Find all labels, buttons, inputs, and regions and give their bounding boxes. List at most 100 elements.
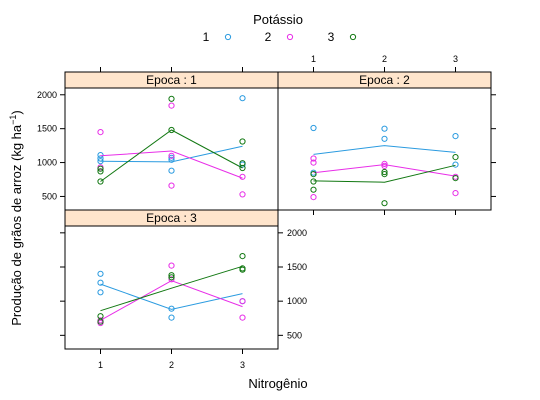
- panel-frame-2: [277, 87, 492, 211]
- point-series-1: [381, 125, 388, 132]
- point-series-2: [381, 160, 388, 167]
- point-series-3: [310, 186, 317, 193]
- x-tick-label-bottom: 1: [98, 360, 103, 370]
- point-series-3: [239, 164, 246, 172]
- y-axis-title: Produção de grãos de arroz (kg ha−1): [8, 110, 24, 326]
- point-series-1: [168, 314, 175, 321]
- point-series-3: [310, 178, 317, 185]
- strip-label-3: Epoca : 3: [146, 211, 197, 225]
- point-series-1: [97, 152, 104, 159]
- point-series-3: [381, 200, 388, 207]
- point-series-2: [168, 152, 175, 159]
- y-axis-title-main: Produção de grãos de arroz (kg ha: [9, 124, 24, 326]
- strip-label-1: Epoca : 1: [146, 73, 197, 87]
- line-series-1: [100, 283, 243, 310]
- line-series-2: [100, 150, 243, 179]
- strip-label-2: Epoca : 2: [359, 73, 410, 87]
- point-series-1: [310, 124, 317, 132]
- x-axis-title: Nitrogênio: [248, 376, 307, 391]
- point-series-3: [97, 165, 104, 172]
- point-series-2: [310, 194, 317, 201]
- point-series-2: [239, 298, 246, 305]
- legend: 1 2 3: [203, 30, 357, 44]
- point-series-2: [168, 262, 175, 269]
- point-series-3: [97, 178, 104, 185]
- y-axis-title-superscript: −1: [8, 115, 18, 125]
- y-tick-label-right: 1000: [287, 296, 307, 306]
- point-series-3: [97, 318, 104, 325]
- panel-1: Epoca : 1: [64, 71, 279, 211]
- point-series-1: [97, 270, 104, 277]
- line-series-3: [100, 265, 243, 312]
- point-series-1: [168, 167, 175, 174]
- point-series-1: [168, 154, 175, 161]
- point-series-1: [452, 133, 459, 140]
- legend-label-2: 2: [265, 30, 272, 44]
- point-series-1: [452, 161, 459, 168]
- point-series-1: [97, 289, 104, 296]
- line-series-3: [313, 164, 456, 183]
- x-tick-label-top: 3: [453, 54, 458, 64]
- x-tick-label-top: 2: [382, 54, 387, 64]
- point-series-2: [310, 159, 317, 166]
- point-series-3: [310, 171, 317, 178]
- point-series-3: [97, 168, 104, 175]
- legend-marker-3: [349, 33, 357, 41]
- point-series-3: [239, 138, 246, 145]
- y-axis-title-suffix: ): [9, 110, 24, 114]
- x-tick-label-top: 1: [311, 54, 316, 64]
- y-tick-label-right: 500: [287, 330, 302, 340]
- legend-label-1: 1: [203, 30, 210, 44]
- axes: 1 1 2 2 3 3 500 500 1000 1000 1500 1500 2000 2000: [37, 54, 496, 370]
- point-series-3: [168, 272, 175, 279]
- point-series-2: [168, 276, 175, 283]
- point-series-1: [381, 135, 388, 142]
- point-series-3: [452, 175, 459, 182]
- point-series-2: [310, 155, 317, 162]
- legend-title: Potássio: [253, 12, 303, 27]
- line-series-1: [100, 145, 243, 163]
- point-series-3: [381, 168, 388, 176]
- panel-frame-1: [64, 87, 279, 211]
- legend-label-3: 3: [328, 30, 335, 44]
- x-tick-label-bottom: 3: [240, 360, 245, 370]
- point-series-2: [168, 102, 175, 109]
- line-series-2: [313, 164, 456, 177]
- line-series-1: [313, 145, 456, 155]
- point-series-3: [239, 253, 246, 260]
- point-series-1: [168, 305, 175, 312]
- x-tick-label-bottom: 2: [169, 360, 174, 370]
- point-series-3: [168, 126, 175, 134]
- point-series-1: [168, 156, 175, 163]
- y-tick-label-right: 2000: [287, 228, 307, 238]
- legend-marker-1: [224, 33, 232, 41]
- point-series-2: [239, 191, 246, 198]
- point-series-2: [168, 182, 175, 189]
- point-series-1: [97, 158, 104, 165]
- y-tick-label-left: 1500: [37, 124, 57, 134]
- point-series-1: [239, 95, 246, 102]
- point-series-3: [452, 154, 459, 161]
- point-series-3: [381, 171, 388, 178]
- y-tick-label-right: 1500: [287, 262, 307, 272]
- point-series-2: [381, 162, 388, 169]
- y-tick-label-left: 500: [42, 191, 57, 201]
- point-series-2: [97, 129, 104, 136]
- line-series-3: [100, 129, 243, 182]
- point-series-2: [239, 173, 246, 180]
- point-series-1: [97, 279, 104, 286]
- point-series-1: [97, 155, 104, 162]
- panel-3: Epoca : 3: [64, 209, 279, 350]
- point-series-3: [168, 95, 175, 102]
- legend-marker-2: [286, 33, 294, 41]
- panel-2: Epoca : 2: [277, 71, 492, 211]
- point-series-3: [168, 274, 175, 281]
- point-series-3: [239, 266, 246, 273]
- y-tick-label-left: 2000: [37, 90, 57, 100]
- y-tick-label-left: 1000: [37, 158, 57, 168]
- line-series-2: [100, 280, 243, 321]
- point-series-2: [239, 314, 246, 321]
- point-series-2: [452, 190, 459, 197]
